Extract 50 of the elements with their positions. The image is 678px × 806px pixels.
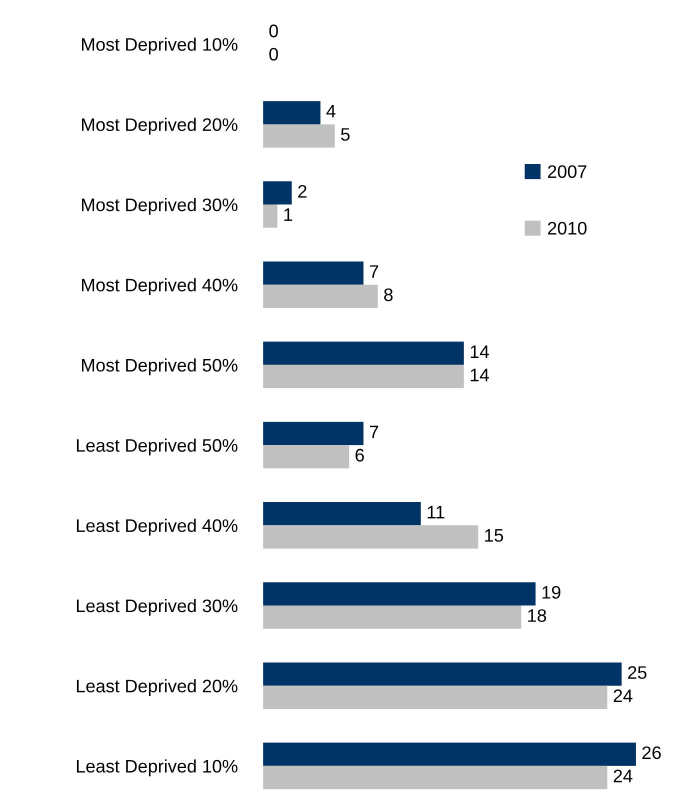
- bar: [263, 686, 608, 709]
- bar: [263, 525, 478, 549]
- bar: [263, 284, 378, 308]
- legend-label: 2007: [548, 165, 586, 178]
- y-tick-label: Least Deprived 30%: [76, 598, 238, 616]
- data-label: 18: [528, 609, 546, 622]
- y-tick-label: Least Deprived 50%: [76, 438, 238, 456]
- data-label: 6: [356, 448, 364, 462]
- data-label: 14: [470, 368, 489, 382]
- data-label: 24: [614, 770, 632, 782]
- y-tick-label: Least Deprived 40%: [76, 518, 238, 536]
- y-tick-label: Most Deprived 50%: [82, 358, 238, 376]
- y-tick-label: Least Deprived 10%: [76, 759, 238, 776]
- bar: [263, 582, 536, 606]
- data-label: 7: [370, 426, 378, 438]
- y-tick-label: Most Deprived 10%: [82, 38, 238, 54]
- data-label: 4: [326, 104, 336, 118]
- bar: [263, 204, 278, 228]
- bar: [263, 445, 350, 468]
- data-label: 14: [470, 346, 489, 358]
- y-tick-label: Most Deprived 40%: [82, 278, 238, 296]
- data-label: 0: [269, 24, 278, 38]
- data-label: 2: [298, 184, 306, 198]
- data-label: 8: [384, 288, 393, 302]
- bar: [263, 364, 464, 388]
- data-label: 24: [614, 689, 632, 702]
- bar: [263, 181, 292, 205]
- bar: [263, 766, 608, 790]
- data-label: 7: [370, 265, 378, 278]
- bar: [263, 124, 335, 148]
- data-label: 0: [269, 48, 278, 61]
- bar: [263, 606, 522, 629]
- bar: [263, 422, 364, 446]
- bar: [263, 342, 464, 365]
- data-label: 15: [485, 529, 504, 542]
- data-label: 1: [284, 208, 292, 221]
- y-tick-label: Most Deprived 30%: [82, 198, 238, 215]
- bar: [263, 502, 421, 526]
- y-tick-label: Least Deprived 20%: [76, 679, 238, 696]
- bar: [263, 742, 636, 766]
- bar: [263, 261, 364, 285]
- data-label: 5: [341, 128, 350, 141]
- bar: [263, 662, 622, 686]
- legend-label: 2010: [548, 222, 587, 235]
- data-label: 25: [628, 666, 647, 679]
- y-tick-label: Most Deprived 20%: [82, 118, 238, 135]
- data-label: 11: [428, 506, 444, 518]
- bar: [263, 101, 320, 124]
- data-label: 26: [642, 746, 661, 760]
- data-label: 19: [542, 586, 560, 599]
